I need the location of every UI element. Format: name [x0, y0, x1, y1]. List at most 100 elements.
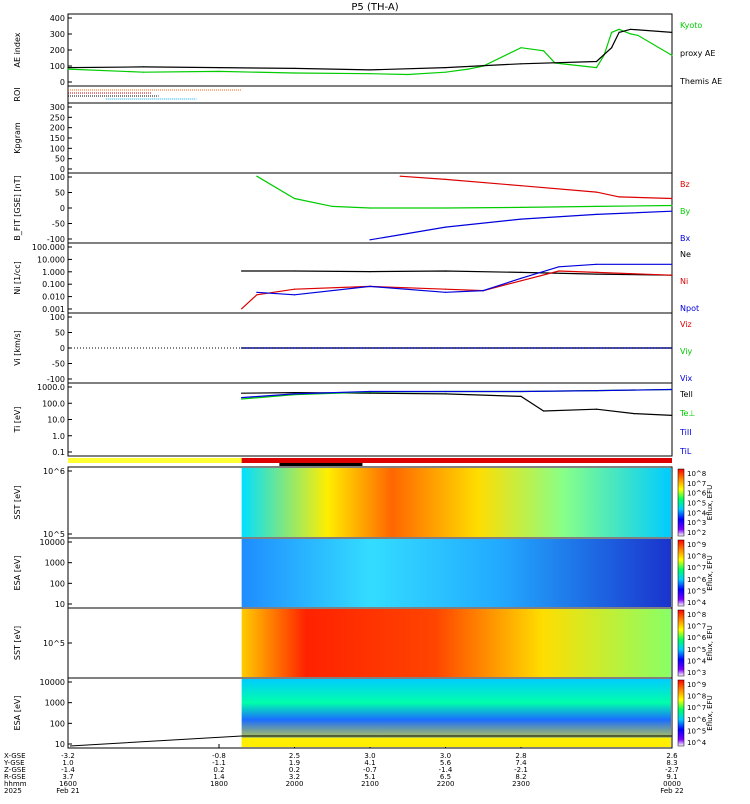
ytick-label: 10^5 [43, 530, 65, 539]
data-point-ti-2 [671, 388, 673, 391]
xtick-label: Feb 21 [56, 787, 80, 795]
colorbar-label: 10^4 [687, 657, 707, 665]
colorbar-label: 10^3 [687, 519, 706, 527]
data-point-ni-1 [293, 288, 296, 290]
panel-frame-ti [67, 382, 673, 457]
panel-frame-kp [67, 102, 673, 174]
ytick-label: 1000.0 [37, 383, 65, 392]
data-point-bfit-2 [407, 232, 409, 235]
colorbar-label: 10^9 [687, 541, 706, 549]
colorbar-label: 10^6 [687, 634, 707, 642]
colorbar-label: 10^4 [687, 739, 707, 747]
series-ni-1 [241, 270, 673, 310]
xtick-label: -0.8 [212, 752, 226, 760]
data-point-ni-1 [256, 294, 258, 296]
data-point-bfit-1 [444, 207, 447, 209]
data-point-ae-1 [629, 28, 632, 30]
data-point-ae-0 [467, 68, 469, 70]
colorbar-label: 10^6 [687, 576, 707, 584]
xtick-label: -1.4 [439, 766, 453, 774]
xtick-label: -1.1 [212, 759, 226, 767]
data-point-ni-2 [444, 291, 447, 293]
data-point-bfit-0 [444, 178, 447, 180]
spectrogram-esa_i [241, 679, 671, 747]
ytick-label: 200 [50, 124, 65, 133]
data-point-ti-0 [241, 392, 243, 394]
colorbar-label: 10^4 [687, 509, 707, 517]
ytick-label: 10^6 [43, 467, 65, 476]
panel-frame-ae [67, 13, 673, 87]
data-point-ae-1 [369, 69, 371, 71]
esa-ion-low-energy-band [241, 738, 671, 747]
data-point-bfit-2 [444, 226, 447, 228]
data-point-ni-1 [558, 270, 560, 272]
mode-bar-fast [241, 458, 672, 463]
ytick-label: 100 [50, 173, 65, 182]
data-point-ni-2 [482, 290, 484, 292]
data-point-ti-2 [241, 397, 243, 399]
legend-item: By [680, 207, 690, 216]
data-point-ae-0 [611, 31, 613, 33]
xtick-label: 8.2 [515, 773, 526, 781]
panel-frame-ni [67, 242, 673, 314]
data-point-ae-0 [407, 73, 409, 76]
colorbar-label: 10^3 [687, 669, 706, 677]
ytick-label: 100 [50, 313, 65, 322]
xtick-label: 2000 [286, 780, 304, 788]
series-ti-0 [241, 391, 673, 416]
ytick-label: 10 [55, 740, 65, 749]
data-point-ni-2 [369, 285, 371, 287]
colorbar-label: 10^5 [687, 587, 706, 595]
xtick-label: 6.5 [440, 773, 451, 781]
data-point-bfit-2 [520, 218, 522, 220]
colorbar-label: 10^7 [687, 623, 706, 631]
xtick-label: 0000 [663, 780, 681, 788]
xtick-label: 2300 [512, 780, 530, 788]
ytick-label: 0.100 [42, 280, 65, 289]
data-point-ti-2 [444, 390, 447, 393]
colorbar-label: 10^2 [687, 529, 706, 537]
xtick-label: 7.4 [515, 759, 527, 767]
legend-item: Tell [679, 390, 693, 399]
legend-item: Ne [680, 250, 691, 259]
data-point-ni-1 [241, 308, 243, 310]
mode-bar-burst [279, 463, 363, 466]
ephem-row-label: Z-GSE [4, 766, 26, 774]
ytick-label: 50 [55, 329, 65, 338]
ytick-label: 100 [50, 719, 65, 728]
legend-item: Viz [680, 320, 692, 329]
ytick-label: 100 [50, 62, 65, 71]
data-point-ti-0 [595, 408, 598, 410]
data-point-ae-0 [67, 68, 69, 70]
xtick-label: -2.1 [514, 766, 528, 774]
colorbar-title: Eflux, EFU [706, 555, 714, 590]
xtick-label: 5.6 [440, 759, 452, 767]
colorbar-label: 10^6 [687, 716, 707, 724]
data-point-bfit-1 [595, 205, 598, 207]
xtick-label: 1.0 [62, 759, 73, 767]
data-point-ni-1 [444, 288, 447, 290]
data-point-bfit-0 [671, 197, 673, 200]
data-point-ti-0 [520, 395, 522, 397]
ytick-label: 50 [55, 155, 65, 164]
ylabel-kp: Kpgram [13, 122, 22, 154]
data-point-bfit-0 [618, 196, 620, 198]
colorbar-label: 10^8 [687, 693, 706, 701]
ylabel-vi: Vi [km/s] [13, 330, 22, 366]
xtick-label: 1600 [59, 780, 77, 788]
data-point-ae-0 [671, 54, 673, 57]
ytick-label: 1000 [45, 559, 65, 568]
colorbar-title: Eflux, EFU [706, 485, 714, 520]
colorbar-label: 10^8 [687, 611, 706, 619]
data-point-ni-2 [293, 294, 296, 296]
data-point-bfit-1 [256, 175, 258, 177]
xtick-label: Feb 22 [660, 787, 684, 795]
ephem-row-label: Y-GSE [3, 759, 25, 767]
data-point-ae-0 [637, 34, 639, 37]
xtick-label: 2100 [361, 780, 379, 788]
ytick-label: 1000 [45, 699, 65, 708]
data-point-bfit-1 [520, 206, 522, 208]
spectrogram-esa_e [241, 539, 671, 607]
ytick-label: 0.010 [42, 293, 65, 302]
ylabel-sst_e: SST [eV] [13, 485, 22, 519]
